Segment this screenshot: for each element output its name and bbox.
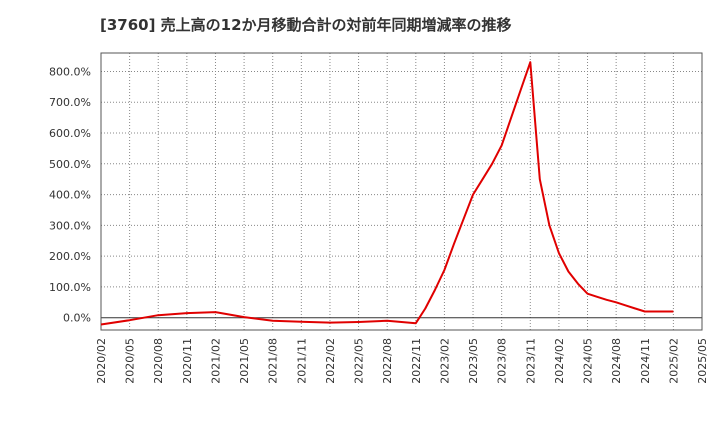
x-tick-label: 2023/11 xyxy=(524,338,537,384)
x-tick-label: 2020/11 xyxy=(181,338,194,384)
y-tick-label: 300.0% xyxy=(49,219,91,232)
plot-border xyxy=(100,52,703,331)
x-tick-label: 2025/02 xyxy=(667,338,680,384)
y-tick-label: 400.0% xyxy=(49,189,91,202)
x-tick-label: 2021/08 xyxy=(267,338,280,384)
series-line xyxy=(100,61,674,326)
y-tick-label: 500.0% xyxy=(49,158,91,171)
x-tick-label: 2020/08 xyxy=(152,338,165,384)
y-tick-label: 600.0% xyxy=(49,127,91,140)
x-tick-label: 2021/11 xyxy=(295,338,308,384)
x-tick-label: 2023/05 xyxy=(467,338,480,384)
x-tick-label: 2023/08 xyxy=(496,338,509,384)
x-tick-label: 2020/05 xyxy=(124,338,137,384)
x-tick-label: 2021/02 xyxy=(209,338,222,384)
x-tick-label: 2022/08 xyxy=(381,338,394,384)
y-tick-label: 100.0% xyxy=(49,281,91,294)
series-layer xyxy=(100,61,674,326)
x-tick-label: 2025/05 xyxy=(696,338,709,384)
y-axis-ticks: 0.0% 100.0% 200.0% 300.0% 400.0% 500.0% 600.0%… xyxy=(49,65,91,324)
x-tick-label: 2024/05 xyxy=(582,338,595,384)
x-tick-label: 2024/08 xyxy=(610,338,623,384)
y-tick-label: 200.0% xyxy=(49,250,91,263)
x-tick-label: 2022/02 xyxy=(324,338,337,384)
x-tick-label: 2021/05 xyxy=(238,338,251,384)
y-tick-label: 0.0% xyxy=(63,312,91,325)
x-tick-label: 2024/02 xyxy=(553,338,566,384)
y-tick-label: 700.0% xyxy=(49,96,91,109)
axes xyxy=(100,52,703,331)
x-tick-label: 2022/11 xyxy=(410,338,423,384)
x-tick-label: 2023/02 xyxy=(438,338,451,384)
gridlines xyxy=(101,53,702,330)
x-tick-label: 2020/02 xyxy=(95,338,108,384)
x-tick-label: 2024/11 xyxy=(639,338,652,384)
chart-title: [3760] 売上高の12か月移動合計の対前年同期増減率の推移 xyxy=(100,16,512,34)
y-tick-label: 800.0% xyxy=(49,65,91,78)
x-tick-label: 2022/05 xyxy=(353,338,366,384)
x-axis-ticks: 2020/02 2020/05 2020/08 2020/11 2021/02 2021/… xyxy=(95,338,709,384)
